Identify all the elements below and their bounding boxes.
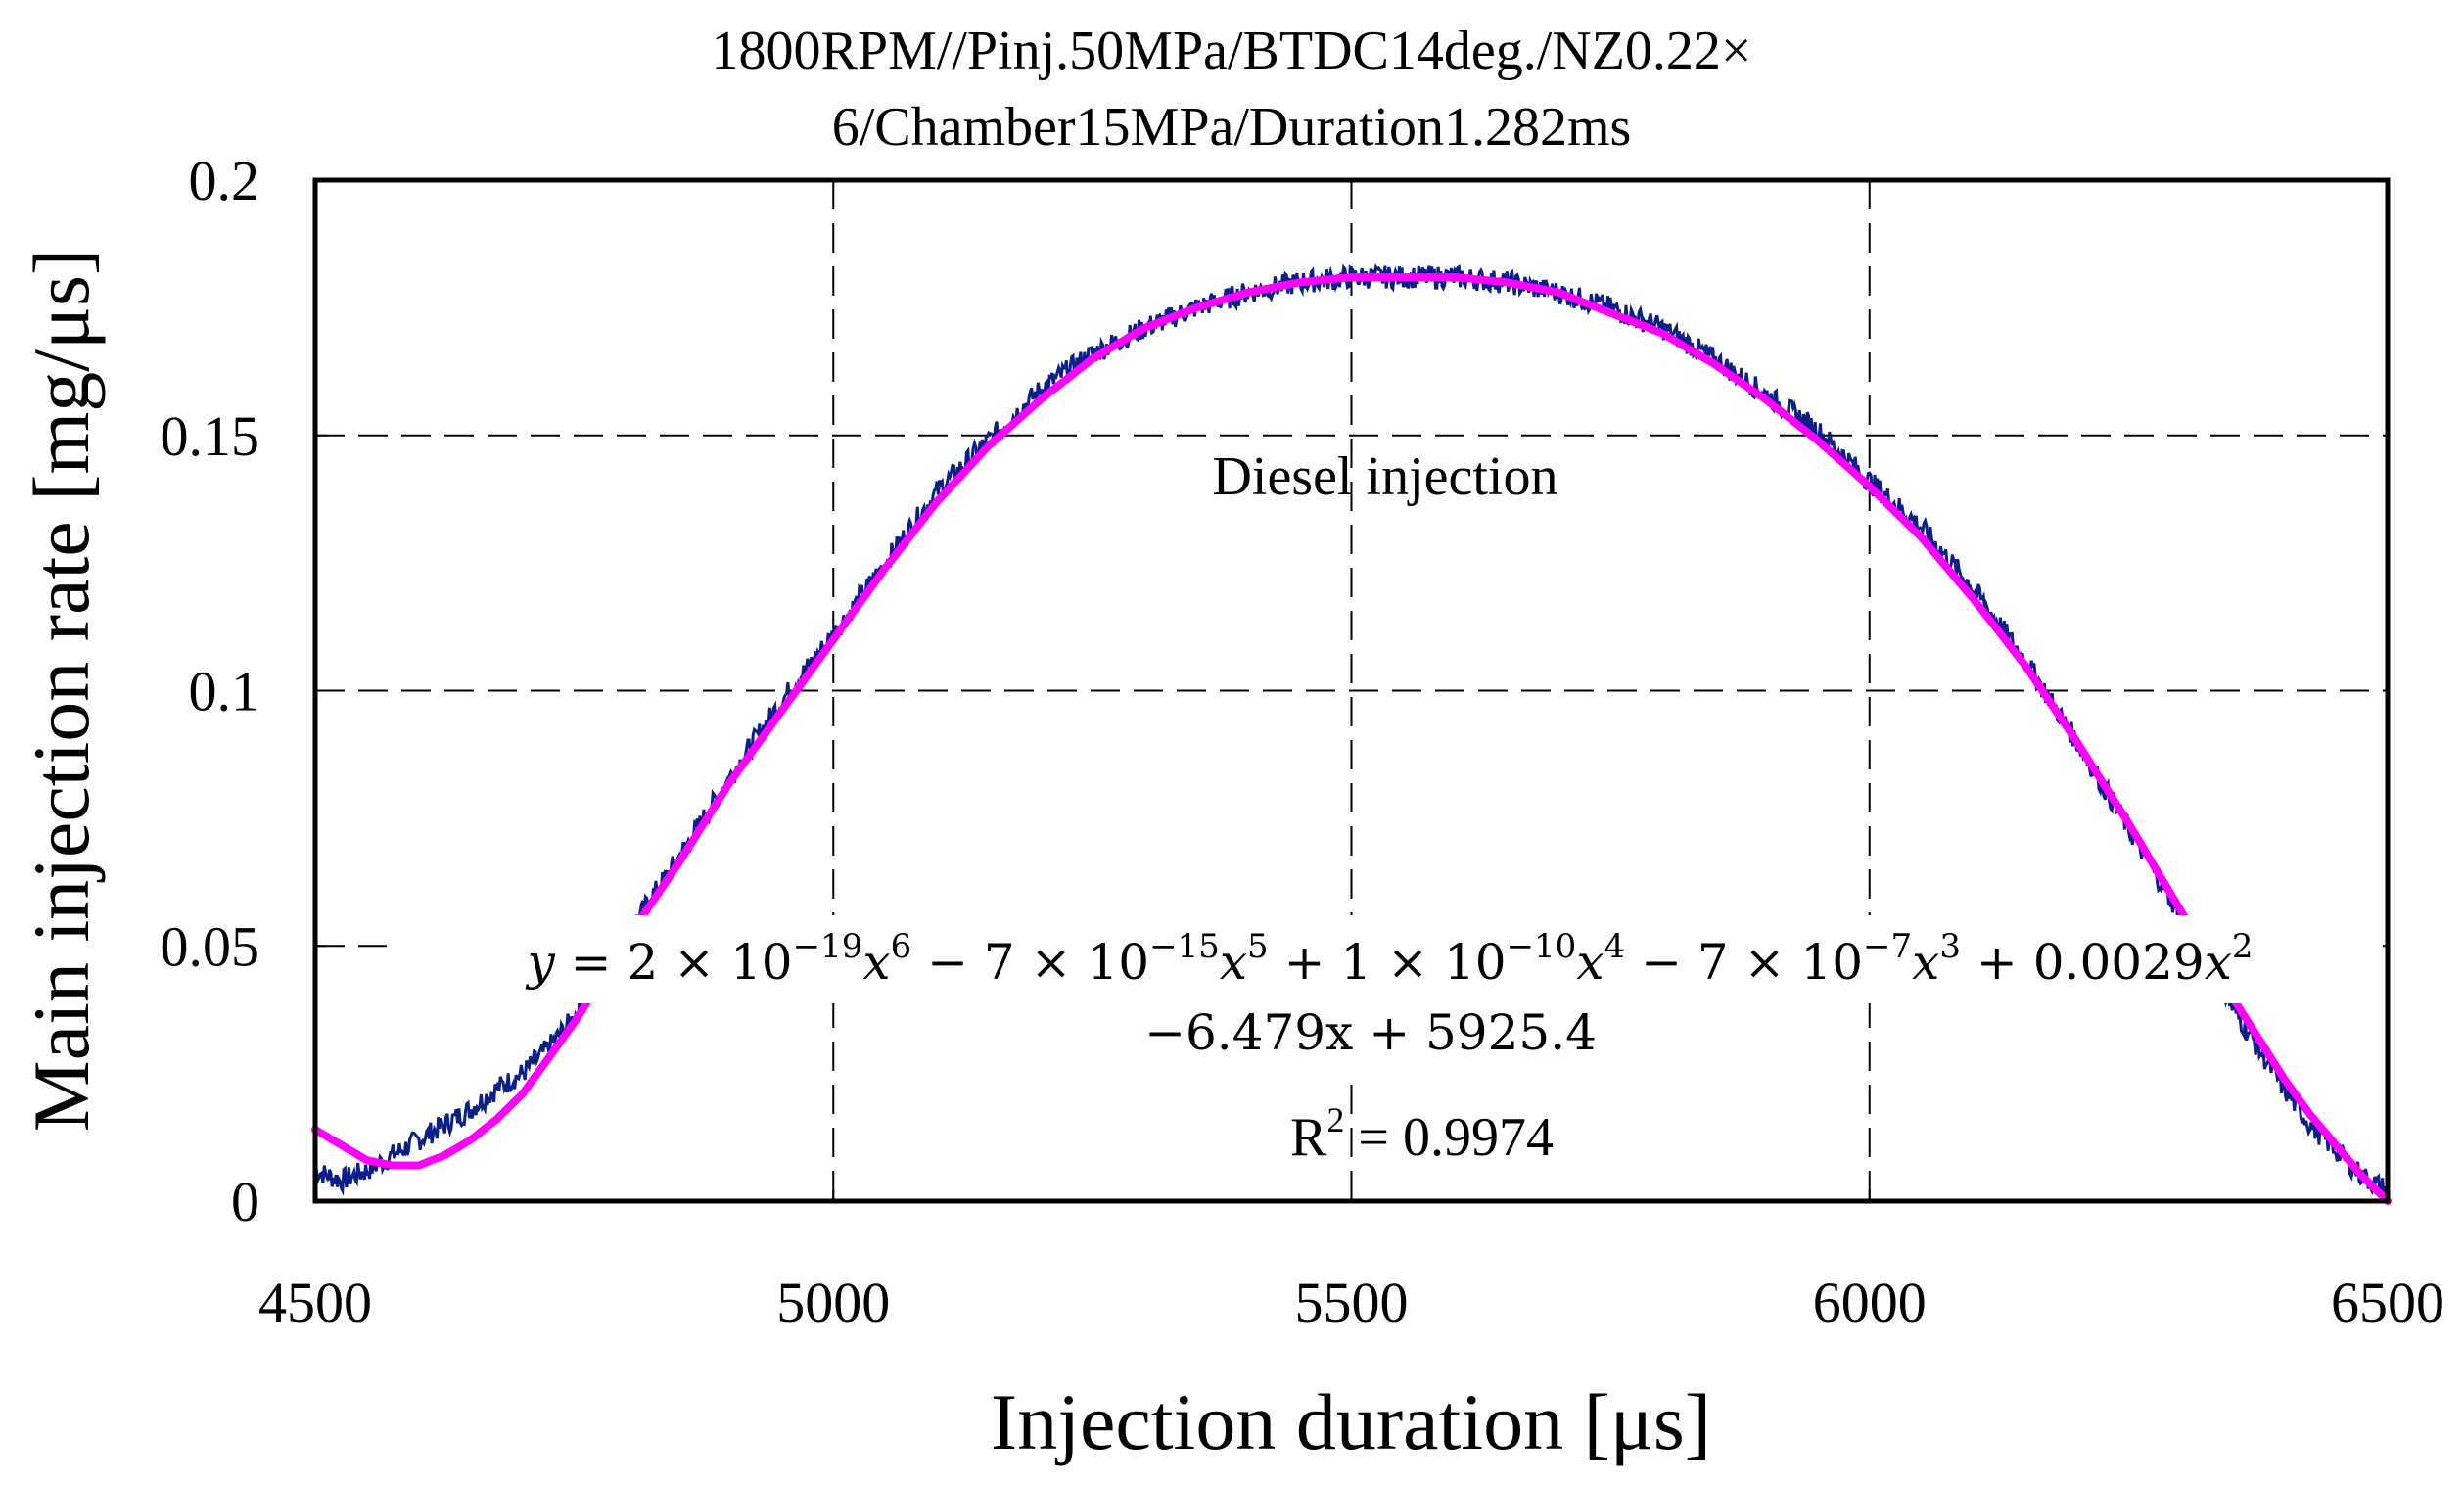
eq-pow-2: 2 (2232, 927, 2254, 966)
eq-x-2: x (2205, 934, 2232, 991)
eq-sign-4: + (1284, 934, 1325, 991)
eq-times-6: × (674, 934, 715, 991)
eq-pow-3: 3 (1939, 927, 1961, 966)
r-squared-label: R2 = 0.9974 (1290, 1100, 1554, 1168)
r2-symbol: R (1290, 1107, 1327, 1168)
eq-exp-5: −15 (1149, 927, 1220, 966)
diesel-injection-annotation: Diesel injection (1212, 446, 1557, 507)
eq-ten-5: 10 (1087, 934, 1149, 991)
eq-x-6: x (862, 934, 890, 991)
y-tick-label: 0.15 (161, 404, 260, 468)
y-tick-label: 0.05 (161, 914, 260, 978)
eq-sign-2: + (1976, 934, 2018, 991)
eq-exp-6: −19 (793, 927, 863, 966)
x-tick-label: 6500 (2331, 1271, 2444, 1334)
y-axis-ticks: 0 0.05 0.1 0.15 0.2 (161, 149, 327, 1233)
x-axis-label: Injection duration [μs] (991, 1377, 1711, 1466)
eq-sign-5: − (927, 934, 968, 991)
fit-equation-line-1: y = 2 × 10−19x6 − 7 × 10−15x5 + 1 × 10−1… (525, 927, 2253, 991)
eq-ten-4: 10 (1444, 934, 1507, 991)
equation-background (387, 915, 2374, 1003)
eq-times-4: × (1387, 934, 1428, 991)
eq-x-5: x (1220, 934, 1247, 991)
eq-c4: 1 (1340, 934, 1371, 991)
y-axis-label: Main injection rate [mg/μs] (17, 249, 106, 1132)
y-tick-label: 0.2 (189, 149, 260, 212)
eq-ten-3: 10 (1800, 934, 1863, 991)
eq-equals: = (571, 934, 612, 991)
eq-y: y (525, 934, 555, 991)
y-tick-label: 0.1 (189, 660, 260, 723)
equation-background-2 (1116, 1003, 1625, 1077)
eq-exp-3: −7 (1863, 927, 1912, 966)
y-tick-label: 0 (231, 1170, 259, 1233)
x-tick-label: 5500 (1295, 1271, 1409, 1334)
eq-c5: 7 (984, 934, 1015, 991)
chart-title-line-2: 6/Chamber15MPa/Duration1.282ms (832, 97, 1632, 158)
eq-times-3: × (1744, 934, 1786, 991)
eq-exp-4: −10 (1507, 927, 1577, 966)
x-tick-label: 5000 (776, 1271, 890, 1334)
x-tick-label: 6000 (1813, 1271, 1927, 1334)
fit-equation-line-2: −6.479x + 5925.4 (1144, 1004, 1597, 1061)
eq-pow-6: 6 (891, 927, 912, 966)
eq-pow-4: 4 (1604, 927, 1626, 966)
eq-sign-3: − (1641, 934, 1682, 991)
eq-ten-6: 10 (730, 934, 793, 991)
eq-x-4: x (1576, 934, 1604, 991)
fit-series-line (311, 273, 2392, 1205)
eq-times-5: × (1031, 934, 1072, 991)
x-axis-ticks: 4500 5000 5500 6000 6500 (258, 1189, 2444, 1334)
eq-x-3: x (1912, 934, 1939, 991)
eq-pow-5: 5 (1247, 927, 1269, 966)
x-tick-label: 4500 (258, 1271, 372, 1334)
eq-c6: 2 (627, 934, 658, 991)
eq-c2: 0.0029 (2033, 934, 2205, 991)
r2-exponent: 2 (1326, 1100, 1344, 1139)
chart-title-line-1: 1800RPM//Pinj.50MPa/BTDC14deg./NZ0.22× (711, 21, 1751, 81)
r2-value: = 0.9974 (1344, 1107, 1554, 1168)
eq-c3: 7 (1697, 934, 1729, 991)
